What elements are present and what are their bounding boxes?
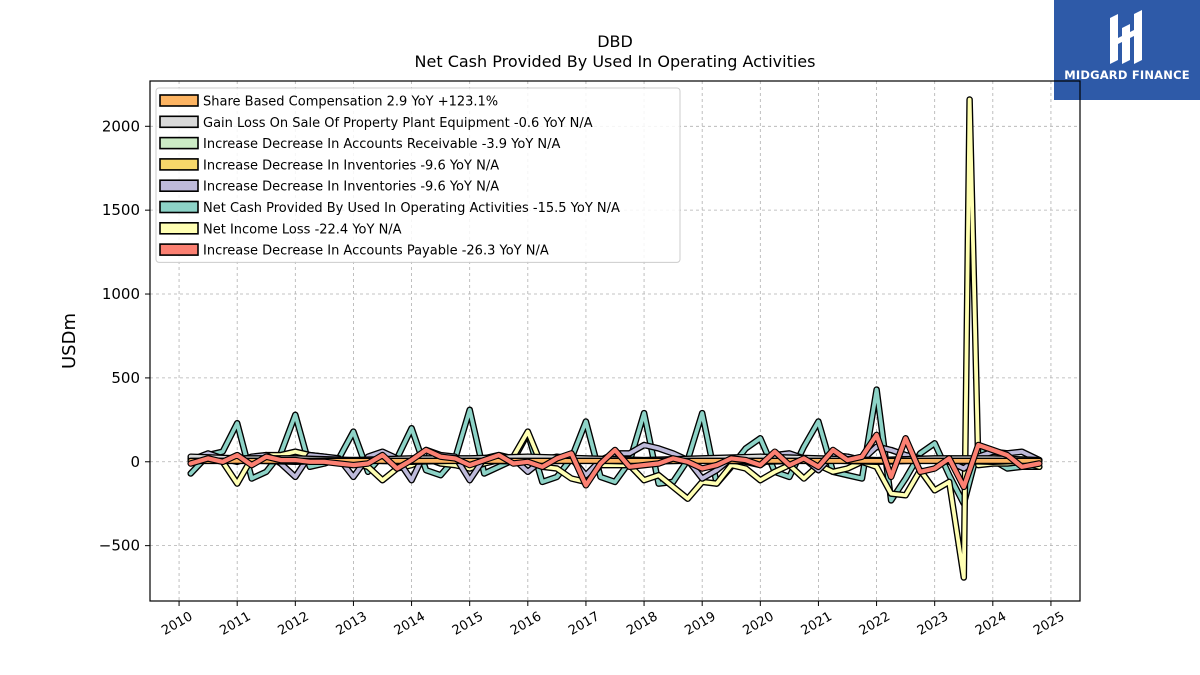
- legend-swatch: [159, 158, 199, 171]
- chart-ticker: DBD: [597, 32, 633, 51]
- x-tick-label: 2019: [682, 609, 718, 639]
- x-tick-label: 2014: [392, 609, 428, 639]
- midgard-finance-logo: MIDGARD FINANCE: [1054, 0, 1200, 100]
- legend-swatch: [159, 200, 199, 214]
- legend-swatch: [159, 243, 199, 256]
- chart-title: Net Cash Provided By Used In Operating A…: [414, 52, 816, 71]
- legend-swatch: [159, 136, 199, 150]
- x-tick-label: 2011: [217, 609, 253, 639]
- x-tick-label: 2023: [915, 609, 951, 639]
- y-tick-label: 500: [111, 369, 140, 387]
- x-tick-label: 2024: [973, 609, 1009, 639]
- y-tick-label: 2000: [102, 117, 140, 135]
- y-axis-label: USDm: [59, 313, 80, 369]
- logo-text: MIDGARD FINANCE: [1064, 68, 1190, 82]
- legend-entry-label: Increase Decrease In Inventories -9.6 Yo…: [203, 158, 499, 173]
- legend-entry-label: Increase Decrease In Inventories -9.6 Yo…: [203, 180, 499, 195]
- legend: Share Based Compensation 2.9 YoY +123.1%…: [155, 87, 681, 263]
- x-tick-label: 2025: [1031, 609, 1067, 639]
- legend-entry-label: Net Income Loss -22.4 YoY N/A: [203, 222, 402, 237]
- y-tick-label: 1000: [102, 285, 140, 303]
- x-tick-label: 2021: [799, 609, 835, 639]
- x-tick-label: 2015: [450, 609, 486, 639]
- legend-swatch: [159, 115, 199, 129]
- legend-entry-label: Net Cash Provided By Used In Operating A…: [203, 201, 620, 216]
- legend-swatch: [159, 94, 199, 107]
- legend-entry-label: Increase Decrease In Accounts Receivable…: [203, 137, 561, 152]
- legend-entry-label: Gain Loss On Sale Of Property Plant Equi…: [203, 116, 593, 131]
- x-tick-label: 2016: [508, 609, 544, 639]
- y-tick-label: 1500: [102, 201, 140, 219]
- x-tick-label: 2012: [275, 609, 311, 639]
- y-tick-label: −500: [99, 537, 140, 555]
- legend-swatch: [159, 179, 199, 192]
- x-tick-label: 2022: [857, 609, 893, 639]
- series-group: [187, 96, 1043, 581]
- x-tick-label: 2010: [159, 609, 195, 639]
- x-tick-label: 2013: [334, 609, 370, 639]
- legend-swatch: [159, 222, 199, 235]
- y-tick-label: 0: [130, 453, 140, 471]
- midgard-logo-icon: [1110, 10, 1142, 64]
- x-tick-label: 2017: [566, 609, 602, 639]
- legend-box: [155, 87, 681, 263]
- legend-entry-label: Increase Decrease In Accounts Payable -2…: [203, 244, 549, 259]
- x-tick-label: 2020: [740, 609, 776, 639]
- series-line-increase-decrease-in-accounts-payable: [188, 432, 1042, 489]
- x-tick-label: 2018: [624, 609, 660, 639]
- legend-entry-label: Share Based Compensation 2.9 YoY +123.1%: [203, 95, 498, 110]
- plot-frame: [149, 80, 1081, 602]
